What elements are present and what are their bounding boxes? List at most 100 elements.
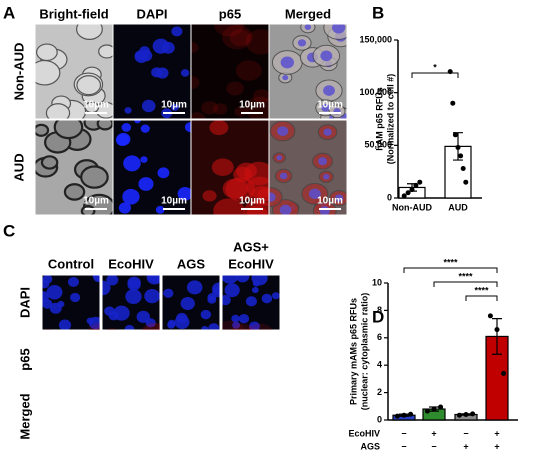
y-tick-label: 0 — [377, 414, 382, 424]
nucleus — [252, 280, 260, 287]
image-frame — [41, 388, 101, 445]
column-header: p65 — [219, 6, 241, 21]
nucleus — [167, 321, 176, 329]
signal — [222, 320, 245, 330]
nucleus — [43, 414, 52, 422]
signal — [164, 376, 179, 388]
cell — [164, 431, 179, 443]
cell — [80, 165, 109, 189]
cell — [214, 377, 245, 402]
nucleus — [276, 155, 283, 161]
y-axis-title: (Normalized to cell #) — [385, 74, 395, 165]
cell — [63, 388, 83, 404]
data-point — [494, 327, 500, 333]
x-tick-label: Non-AUD — [392, 202, 432, 212]
data-point — [413, 182, 419, 188]
row-header: AUD — [11, 153, 26, 181]
data-point — [401, 412, 407, 418]
cell — [207, 393, 232, 413]
data-point — [463, 179, 469, 185]
nucleus — [134, 50, 146, 61]
signal — [105, 328, 119, 330]
cell — [140, 380, 169, 403]
micrograph — [112, 23, 192, 120]
y-tick-label: 150,000 — [359, 34, 392, 44]
micrograph — [221, 320, 281, 388]
micrograph — [101, 322, 161, 393]
signal — [31, 345, 54, 363]
nucleus — [323, 128, 332, 136]
y-tick-label: 6 — [377, 332, 382, 342]
condition-sign: − — [401, 441, 406, 451]
signal — [234, 106, 247, 117]
signal — [143, 323, 160, 330]
signal — [122, 332, 146, 351]
signal — [229, 29, 251, 47]
signal — [196, 364, 215, 379]
signal — [121, 379, 139, 393]
cell — [36, 43, 58, 62]
nucleus — [140, 124, 150, 133]
micrograph — [268, 23, 348, 120]
column-header: AGS — [177, 256, 206, 271]
signal — [241, 350, 261, 366]
data-point — [463, 412, 469, 418]
nucleus — [224, 283, 240, 298]
cell — [40, 155, 59, 170]
signal — [245, 29, 269, 55]
cell — [250, 392, 263, 403]
nucleus — [115, 133, 130, 146]
micrograph — [101, 274, 161, 331]
micrograph-content — [269, 120, 347, 215]
nucleus — [140, 156, 148, 163]
signal — [214, 24, 245, 37]
micrograph-content — [105, 322, 160, 393]
nucleus — [213, 398, 224, 408]
nucleus — [171, 103, 179, 111]
data-point — [450, 100, 456, 106]
image-frame — [41, 274, 101, 331]
nucleus — [279, 172, 288, 180]
nucleus — [200, 309, 212, 320]
cell — [204, 405, 220, 418]
cell — [249, 399, 261, 409]
significance-label: * — [433, 62, 437, 72]
panel-label: A — [3, 3, 15, 22]
nucleus — [323, 173, 330, 180]
cell — [175, 407, 201, 428]
nucleus — [180, 69, 190, 77]
signal — [250, 335, 263, 346]
cell — [142, 380, 167, 400]
nucleus — [43, 390, 51, 397]
condition-sign: + — [494, 441, 499, 451]
cell — [53, 120, 84, 140]
signal — [87, 323, 100, 330]
signal — [244, 161, 269, 186]
nucleus — [38, 406, 48, 415]
cell — [119, 399, 149, 423]
cell — [66, 404, 84, 419]
nucleus — [319, 206, 330, 215]
cell — [100, 417, 119, 432]
cell — [31, 402, 54, 420]
signal — [212, 103, 228, 115]
micrograph-content — [162, 275, 220, 330]
data-point — [460, 166, 466, 172]
condition-sign: − — [401, 428, 406, 438]
nucleus — [277, 126, 289, 137]
cell — [38, 410, 57, 425]
panel-label: D — [372, 307, 384, 326]
nucleus — [253, 386, 266, 398]
nucleus — [235, 275, 250, 283]
signal — [105, 366, 123, 381]
cell — [35, 123, 50, 137]
signal — [141, 372, 160, 387]
micrograph-content — [113, 24, 191, 119]
cell — [36, 391, 53, 405]
row-header: p65 — [17, 348, 32, 370]
micrograph — [31, 323, 101, 388]
nucleus — [304, 24, 312, 30]
nucleus — [42, 275, 53, 284]
nucleus — [156, 67, 169, 79]
micrograph-content — [42, 275, 100, 330]
